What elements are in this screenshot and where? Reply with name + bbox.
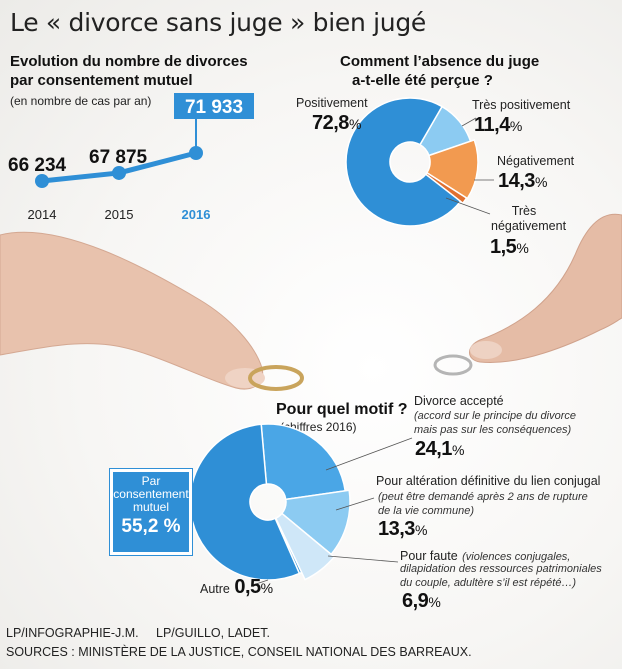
slice-pour-alt-ration-d-finitive-du-lien-conjugal	[280, 489, 351, 556]
leader-line	[461, 117, 477, 127]
label-autre: Autre	[200, 582, 230, 596]
slice-divorce-accept-	[260, 423, 347, 501]
footer-credit: LP/INFOGRAPHIE-J.M. LP/GUILLO, LADET.	[6, 626, 270, 640]
callout-value: 55,2 %	[121, 516, 181, 537]
line-point-2016	[189, 146, 203, 160]
value-autre: 0,5	[234, 576, 261, 598]
x-tick-label: 2016	[182, 207, 211, 222]
silver-ring-icon	[433, 354, 473, 376]
donut1-heading-2: a-t-elle été perçue ?	[352, 72, 493, 89]
value-faute: 6,9%	[402, 590, 441, 612]
label-faute-row: Pour faute (violences conjugales,	[400, 547, 570, 565]
note-alteration-1: (peut être demandé après 2 ans de ruptur…	[378, 491, 588, 503]
leader-line	[255, 579, 269, 585]
value-positivement: 72,8%	[312, 112, 362, 134]
note-faute-2: dilapidation des ressources patrimoniale…	[400, 563, 602, 575]
note-faute-1: (violences conjugales,	[462, 551, 571, 563]
highlight-value-box	[174, 93, 254, 119]
callout-line2: consentement	[113, 487, 189, 501]
slice-positivement	[345, 97, 462, 227]
data-label: 67 875	[89, 147, 148, 168]
callout-line3: mutuel	[132, 500, 170, 514]
label-tres-negativement: Très négativement	[491, 204, 567, 233]
line-chart-heading-1: Evolution du nombre de divorces	[10, 53, 248, 70]
label-negativement: Négativement	[497, 154, 575, 168]
data-label: 71 933	[185, 97, 243, 118]
label-positivement: Positivement	[296, 96, 368, 110]
note-faute-3: du couple, adultère s’il est répété…)	[400, 577, 577, 589]
x-tick-label: 2015	[105, 207, 134, 222]
line-point-2014	[35, 174, 49, 188]
label-tres-positivement: Très positivement	[472, 98, 571, 112]
line-chart-subtitle: (en nombre de cas par an)	[10, 94, 152, 108]
page-title: Le « divorce sans juge » bien jugé	[10, 8, 426, 37]
value-tres-positivement: 11,4%	[474, 114, 523, 136]
line-chart-heading-2: par consentement mutuel	[10, 72, 193, 89]
gold-ring-icon	[248, 365, 304, 391]
note-alteration-2: de la vie commune)	[378, 505, 474, 517]
label-divorce-accepte: Divorce accepté	[414, 394, 504, 408]
donut1-heading-1: Comment l’absence du juge	[340, 53, 540, 70]
label-faute: Pour faute	[400, 549, 458, 563]
note-divorce-accepte-1: (accord sur le principe du divorce	[414, 410, 577, 422]
data-label: 66 234	[8, 155, 67, 176]
value-divorce-accepte: 24,1%	[415, 438, 465, 460]
donut2-heading: Pour quel motif ?	[276, 401, 408, 418]
leader-line	[327, 555, 399, 563]
footer-sources: SOURCES : MINISTÈRE DE LA JUSTICE, CONSE…	[6, 645, 472, 659]
x-tick-label: 2014	[28, 207, 57, 222]
note-divorce-accepte-2: mais pas sur les conséquences)	[414, 424, 572, 436]
label-alteration: Pour altération définitive du lien conju…	[376, 474, 601, 488]
value-negativement: 14,3%	[498, 170, 548, 192]
callout-consentement-mutuel: Par consentement mutuel 55,2 %	[110, 469, 192, 555]
unit-autre: %	[260, 580, 274, 596]
leader-line	[335, 497, 375, 511]
leader-line	[325, 437, 413, 471]
slice-n-gativement	[425, 138, 479, 200]
value-tres-negativement: 1,5%	[490, 236, 529, 258]
autre-row: Autre 0,5%	[200, 576, 273, 599]
value-alteration: 13,3%	[378, 518, 428, 540]
callout-line1: Par	[141, 474, 161, 488]
slice-par-consentement-mutuel	[189, 423, 301, 581]
line-point-2015	[112, 165, 126, 180]
leader-line	[445, 197, 491, 215]
